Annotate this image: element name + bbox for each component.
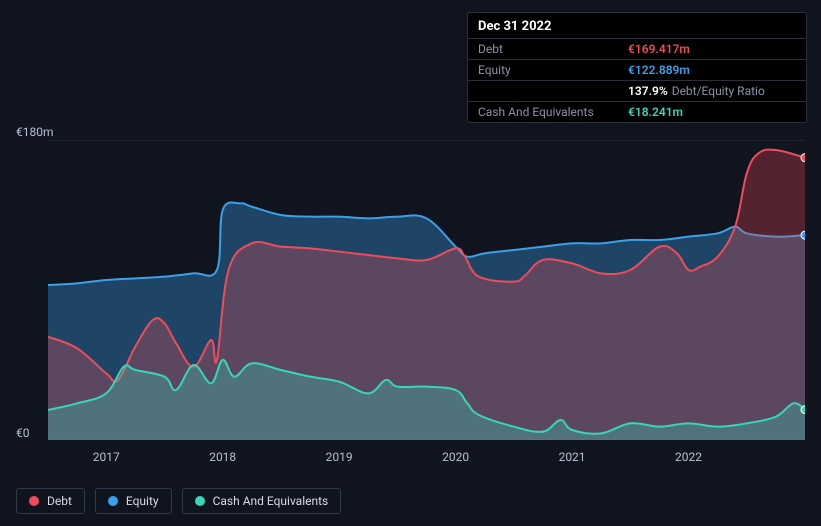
tooltip-row-label: Cash And Equivalents: [478, 105, 628, 119]
tooltip-row-value: €169.417m: [628, 42, 690, 56]
x-axis-labels: 2017 2018 2019 2020 2021 2022: [48, 450, 805, 468]
x-axis-tick-label: 2022: [675, 450, 702, 464]
x-axis-tick-label: 2019: [326, 450, 353, 464]
tooltip-row: Equity€122.889m: [468, 59, 806, 80]
legend-item[interactable]: Cash And Equivalents: [182, 488, 342, 514]
x-axis-tick-label: 2021: [559, 450, 586, 464]
legend-label: Debt: [47, 494, 72, 508]
legend-dot-icon: [29, 496, 39, 506]
legend-dot-icon: [195, 496, 205, 506]
tooltip-row-value: €122.889m: [628, 63, 690, 77]
tooltip-row-value: 137.9%: [628, 84, 668, 98]
y-axis-label-min: €0: [16, 426, 30, 440]
x-axis-tick-label: 2018: [209, 450, 236, 464]
y-axis-label-max: €180m: [16, 125, 54, 139]
x-axis-tick-label: 2020: [442, 450, 469, 464]
x-axis-tick-label: 2017: [93, 450, 120, 464]
end-marker: [801, 154, 805, 162]
tooltip-row: Cash And Equivalents€18.241m: [468, 101, 806, 122]
tooltip-row-label: Equity: [478, 63, 628, 77]
chart-tooltip: Dec 31 2022 Debt€169.417mEquity€122.889m…: [467, 12, 807, 123]
legend-item[interactable]: Equity: [95, 488, 172, 514]
legend-label: Cash And Equivalents: [213, 494, 329, 508]
tooltip-row-suffix: Debt/Equity Ratio: [672, 84, 765, 98]
tooltip-row: Debt€169.417m: [468, 38, 806, 59]
chart-legend: Debt Equity Cash And Equivalents: [16, 488, 341, 514]
tooltip-date: Dec 31 2022: [468, 13, 806, 38]
legend-dot-icon: [108, 496, 118, 506]
tooltip-row: 137.9% Debt/Equity Ratio: [468, 80, 806, 101]
area-chart: [48, 140, 805, 440]
end-marker: [801, 406, 805, 414]
tooltip-row-label: Debt: [478, 42, 628, 56]
legend-item[interactable]: Debt: [16, 488, 85, 514]
legend-label: Equity: [126, 494, 159, 508]
tooltip-row-value: €18.241m: [628, 105, 683, 119]
end-marker: [801, 231, 805, 239]
